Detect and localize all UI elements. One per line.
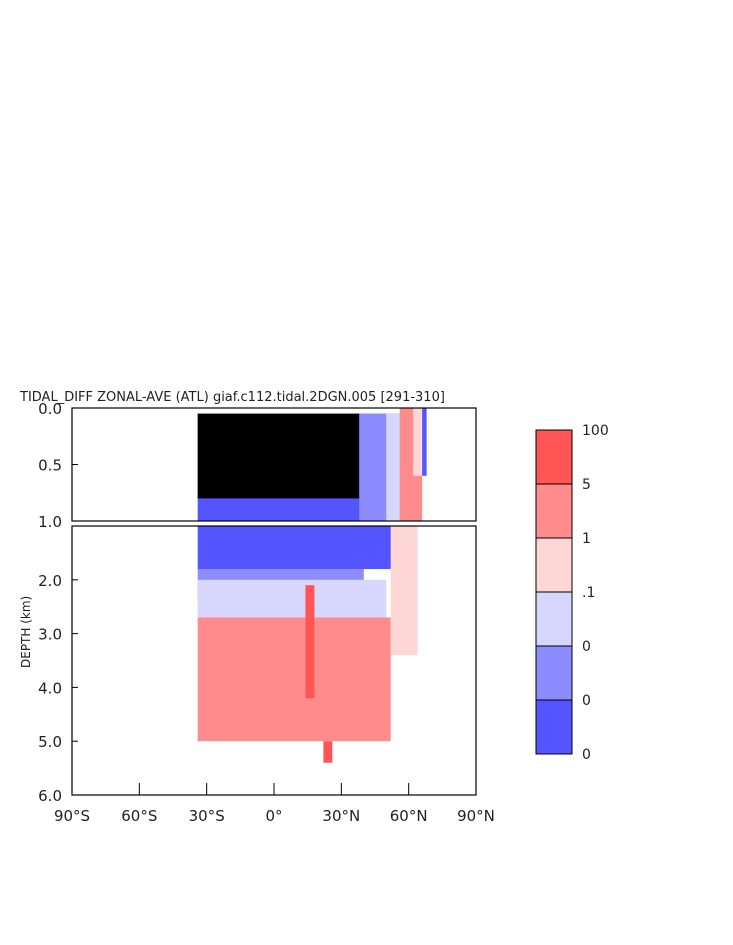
chart-title: TIDAL_DIFF ZONAL-AVE (ATL) giaf.c112.tid…	[19, 390, 445, 405]
x-tick-label: 30°N	[322, 807, 360, 825]
y-tick-label: 2.0	[38, 572, 62, 590]
heatmap-region-11	[390, 526, 418, 656]
heatmap-region-7	[197, 526, 400, 570]
y-tick-label: 0.5	[38, 457, 62, 475]
x-tick-label: 0°	[265, 807, 282, 825]
x-tick-label: 90°S	[54, 807, 90, 825]
colorbar-label: 0	[582, 693, 591, 709]
heatmap-region-5	[413, 408, 425, 476]
heatmap-region-12	[305, 585, 315, 699]
x-tick-label: 30°S	[189, 807, 225, 825]
colorbar-swatch	[535, 591, 573, 647]
x-tick-label: 60°S	[121, 807, 157, 825]
colorbar-swatch	[535, 699, 573, 755]
heatmap-region-10	[197, 617, 391, 742]
plot-area: 90°S 60°S 30°S 0° 30°N 60°N 90°N 0.0 0.5 1.0 2.0 3.…	[38, 400, 495, 825]
heatmap-region-1	[197, 413, 360, 499]
x-tick-label: 60°N	[390, 807, 428, 825]
colorbar-label: .1	[582, 585, 595, 601]
colorbar-swatch	[535, 645, 573, 701]
colorbar-label: 0	[582, 639, 591, 655]
y-tick-label: 5.0	[38, 733, 62, 751]
y-tick-label: 0.0	[38, 400, 62, 418]
y-tick-label: 4.0	[38, 679, 62, 697]
colorbar-label: 5	[582, 477, 591, 493]
colorbar-label: 0	[582, 747, 591, 763]
y-tick-label: 6.0	[38, 787, 62, 805]
y-tick-label: 3.0	[38, 626, 62, 644]
heatmap-region-6	[422, 408, 427, 476]
x-tick-label: 90°N	[457, 807, 495, 825]
y-tick-label: 1.0	[38, 513, 62, 531]
heatmap-region-9	[197, 579, 387, 623]
colorbar-swatch	[535, 483, 573, 539]
heatmap-region-13	[323, 741, 333, 763]
colorbar-swatch	[535, 429, 573, 485]
colorbar-swatch	[535, 537, 573, 593]
colorbar: 100 5 1 .1 0 0 0	[535, 423, 609, 763]
colorbar-label: 100	[582, 423, 609, 439]
y-axis-label: DEPTH (km)	[19, 596, 33, 668]
colorbar-label: 1	[582, 531, 591, 547]
